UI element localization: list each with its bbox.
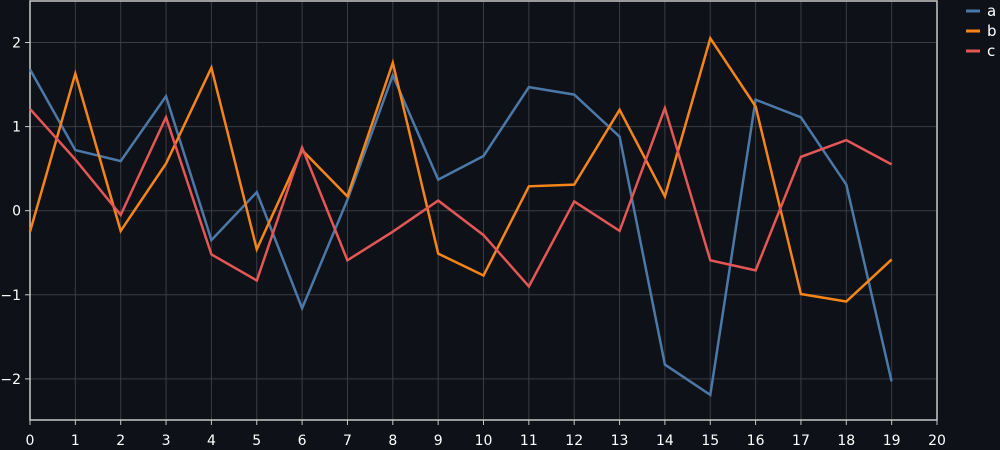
x-tick-label: 6 (298, 433, 307, 449)
legend-label: a (987, 2, 996, 20)
x-tick-label: 12 (565, 433, 583, 449)
series-line-a (28, 68, 893, 398)
plot-frame (29, 0, 938, 421)
x-tick-label: 17 (792, 433, 810, 449)
x-tick-label: 20 (928, 433, 946, 449)
y-tick-label: −1 (0, 288, 21, 304)
y-tick-label: 0 (12, 204, 21, 220)
legend-label: c (987, 42, 995, 60)
y-tick-label: −2 (0, 372, 21, 388)
x-tick-label: 0 (26, 433, 35, 449)
x-tick-label: 4 (207, 433, 216, 449)
x-tick-label: 18 (837, 433, 855, 449)
x-tick-label: 14 (656, 433, 674, 449)
series-line-c (29, 104, 893, 289)
x-tick-label: 19 (883, 433, 901, 449)
x-tick-label: 3 (162, 433, 171, 449)
y-tick-label: 2 (12, 36, 21, 52)
legend-label: b (987, 22, 997, 40)
x-tick-label: 11 (520, 433, 538, 449)
series-lines (28, 35, 893, 398)
legend-item-b: b (966, 22, 997, 40)
x-tick-label: 10 (475, 433, 493, 449)
series-line-b (28, 35, 893, 303)
x-tick-label: 8 (388, 433, 397, 449)
legend-item-a: a (966, 2, 996, 20)
legend: abc (966, 2, 997, 60)
x-tick-label: 1 (71, 433, 80, 449)
grid-lines (30, 1, 937, 420)
y-tick-label: 1 (12, 120, 21, 136)
legend-item-c: c (966, 42, 995, 60)
x-tick-label: 15 (701, 433, 719, 449)
x-tick-label: 16 (747, 433, 765, 449)
x-tick-label: 5 (252, 433, 261, 449)
x-tick-label: 2 (116, 433, 125, 449)
x-tick-label: 13 (611, 433, 629, 449)
x-tick-label: 9 (434, 433, 443, 449)
x-tick-label: 7 (343, 433, 352, 449)
